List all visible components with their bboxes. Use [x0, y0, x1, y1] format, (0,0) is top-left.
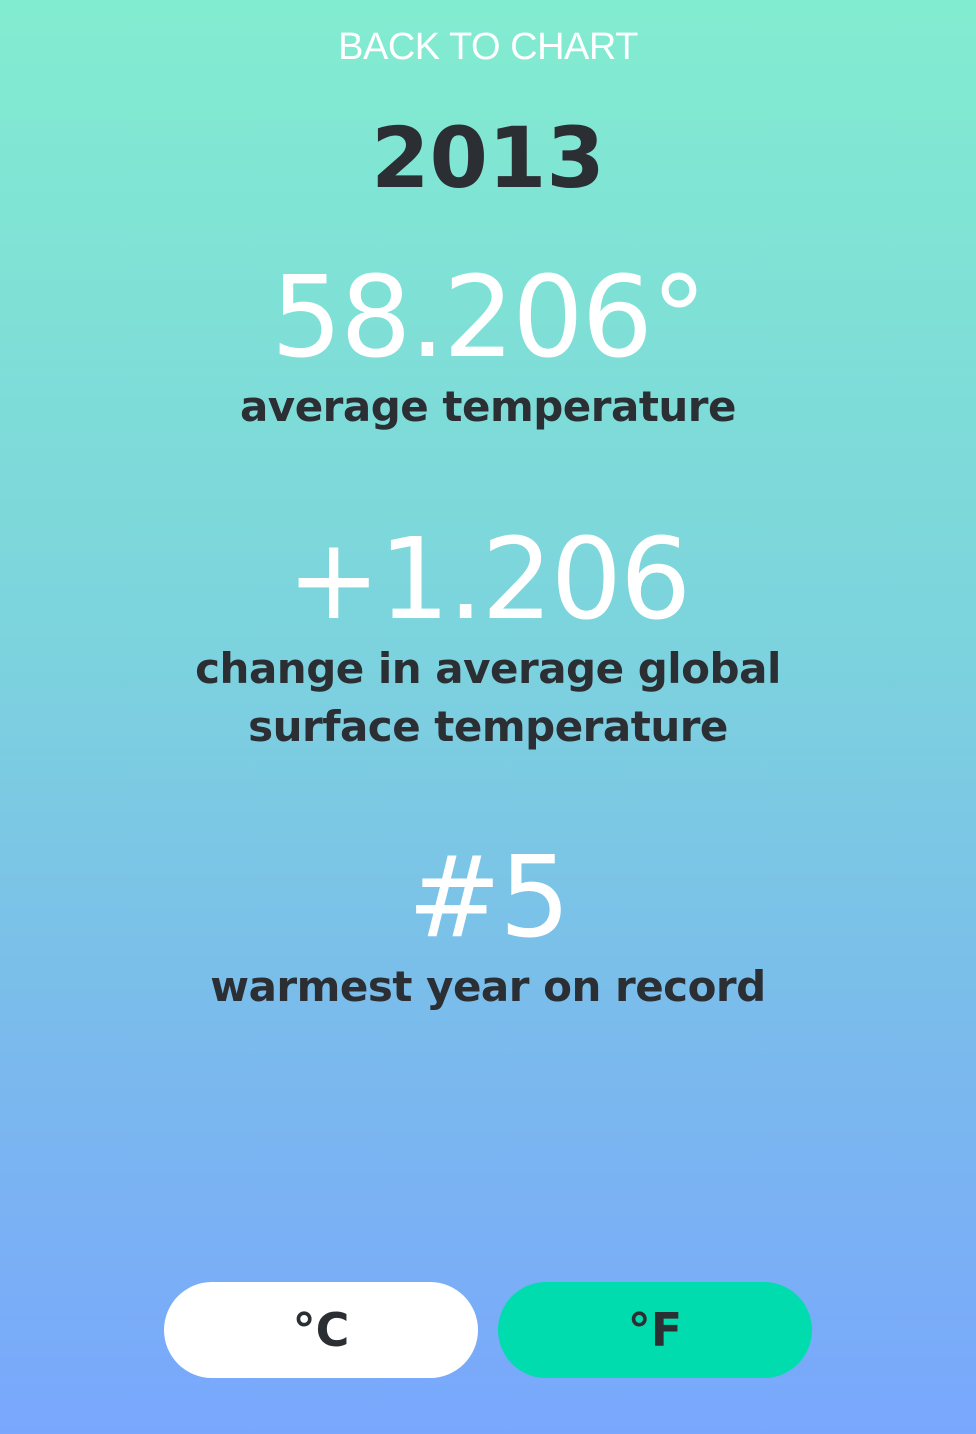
- average-temperature-value: 58.206°: [271, 253, 707, 383]
- temperature-change-value: +1.206: [286, 515, 691, 645]
- unit-toggle: °C °F: [164, 1282, 812, 1378]
- warmest-rank-label: warmest year on record: [210, 962, 766, 1011]
- fahrenheit-button[interactable]: °F: [498, 1282, 812, 1378]
- temperature-change-label-line2: surface temperature: [248, 702, 728, 751]
- temperature-change-label-line1: change in average global: [195, 644, 781, 693]
- temperature-change-stat: +1.206 change in average global surface …: [0, 520, 976, 756]
- average-temperature-label: average temperature: [239, 382, 737, 431]
- warmest-rank-value: #5: [407, 833, 570, 963]
- warmest-rank-stat: #5 warmest year on record: [0, 838, 976, 1016]
- average-temperature-stat: 58.206° average temperature: [0, 258, 976, 436]
- celsius-button[interactable]: °C: [164, 1282, 478, 1378]
- back-to-chart-link[interactable]: BACK TO CHART: [338, 26, 638, 68]
- year-title: 2013: [371, 109, 605, 207]
